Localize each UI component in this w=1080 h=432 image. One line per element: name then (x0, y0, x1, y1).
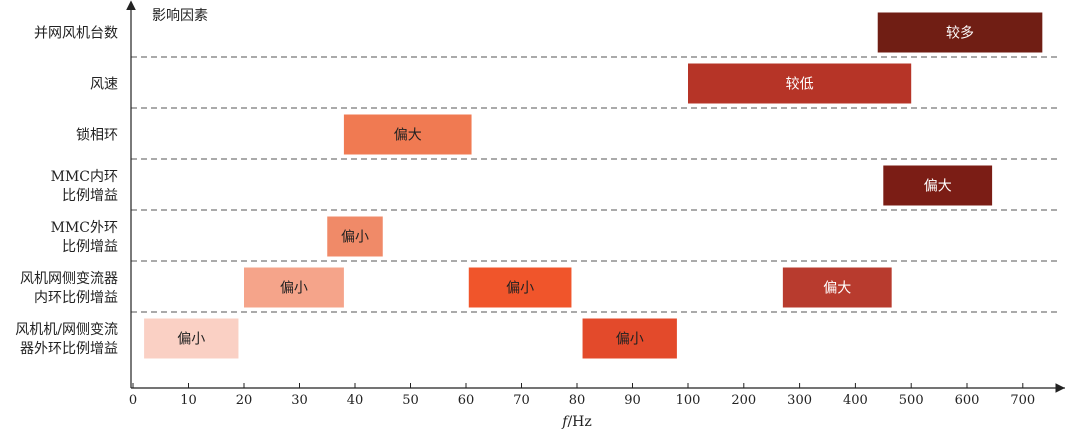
x-tick-label: 100 (676, 393, 701, 408)
x-tick-label: 700 (1010, 393, 1035, 408)
row-label: 锁相环 (76, 128, 118, 144)
x-tick-label: 0 (129, 393, 137, 408)
x-axis-label-unit: /Hz (567, 414, 591, 430)
y-axis-label: 影响因素 (152, 8, 208, 24)
range-bar (688, 63, 912, 104)
bar-label: 偏大 (394, 128, 422, 144)
x-tick-label: 300 (787, 393, 812, 408)
bar-label: 偏小 (341, 230, 369, 246)
row-label: 并网风机台数 (34, 26, 118, 42)
row-labels: 并网风机台数风速锁相环MMC内环比例增益MMC外环比例增益风机网侧变流器内环比例… (15, 26, 118, 358)
row-label: 风机机/网侧变流 (15, 322, 118, 338)
x-tick-label: 90 (624, 393, 641, 408)
range-bar (877, 12, 1043, 53)
x-tick-label: 80 (569, 393, 586, 408)
grid-lines (131, 56, 1058, 313)
bar-label: 偏大 (823, 281, 851, 297)
bar-label: 偏小 (280, 281, 308, 297)
range-bar (582, 318, 677, 359)
x-axis-label: f/Hz (561, 414, 592, 430)
row-label: 器外环比例增益 (20, 341, 118, 357)
x-tick-label: 20 (236, 393, 253, 408)
x-ticks: 0 10 20 30 40 50 60 70 80 90 100 200 300 400 500 600 700 (129, 383, 1035, 408)
bar-label: 较多 (946, 25, 974, 42)
row-label: MMC内环 (51, 169, 118, 185)
range-bar (343, 114, 472, 155)
x-tick-label: 40 (347, 393, 364, 408)
x-tick-label: 10 (180, 393, 197, 408)
x-tick-label: 500 (899, 393, 924, 408)
range-bar (144, 318, 239, 359)
range-bar (468, 267, 572, 308)
row-label: 风速 (90, 77, 118, 93)
row-label: 内环比例增益 (34, 290, 118, 306)
bar-label: 偏小 (616, 332, 644, 348)
bar-label: 较低 (786, 77, 814, 93)
bar-label: 偏小 (177, 332, 205, 348)
row-label: 风机网侧变流器 (20, 271, 118, 287)
axes (126, 0, 1065, 393)
x-axis-label-symbol: f (561, 414, 570, 430)
x-tick-label: 70 (513, 393, 530, 408)
x-tick-label: 200 (731, 393, 756, 408)
x-tick-label: 30 (291, 393, 308, 408)
x-tick-label: 600 (955, 393, 980, 408)
range-bar (244, 267, 344, 308)
x-tick-label: 50 (402, 393, 419, 408)
range-bar (883, 165, 993, 206)
row-label: 比例增益 (62, 188, 118, 204)
x-tick-label: 400 (843, 393, 868, 408)
bar-label: 偏小 (506, 281, 534, 297)
x-tick-label: 60 (458, 393, 475, 408)
row-label: 比例增益 (62, 239, 118, 255)
row-label: MMC外环 (51, 220, 118, 236)
range-bar (782, 267, 892, 308)
bar-label: 偏大 (924, 179, 952, 195)
range-bar (327, 216, 383, 257)
